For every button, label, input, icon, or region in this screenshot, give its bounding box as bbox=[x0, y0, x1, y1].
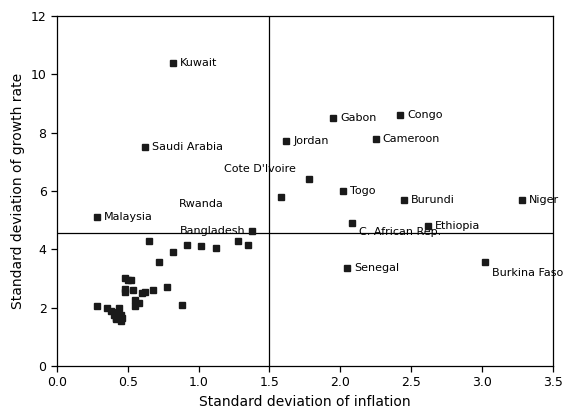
Text: Burundi: Burundi bbox=[411, 195, 455, 205]
Text: Niger: Niger bbox=[529, 195, 559, 205]
Text: Rwanda: Rwanda bbox=[179, 199, 224, 209]
Text: Bangladesh: Bangladesh bbox=[180, 226, 245, 236]
Text: Cote D'Ivoire: Cote D'Ivoire bbox=[224, 164, 296, 174]
Text: Senegal: Senegal bbox=[354, 263, 400, 273]
Text: Kuwait: Kuwait bbox=[180, 58, 218, 68]
Text: Congo: Congo bbox=[407, 110, 443, 120]
Text: Cameroon: Cameroon bbox=[383, 134, 440, 144]
X-axis label: Standard deviation of inflation: Standard deviation of inflation bbox=[199, 395, 411, 409]
Text: Burkina Faso: Burkina Faso bbox=[492, 268, 563, 278]
Text: Jordan: Jordan bbox=[293, 136, 329, 147]
Text: Saudi Arabia: Saudi Arabia bbox=[152, 142, 223, 152]
Text: Ethiopia: Ethiopia bbox=[435, 221, 481, 231]
Text: Malaysia: Malaysia bbox=[104, 212, 153, 222]
Text: C. African Rep.: C. African Rep. bbox=[359, 227, 441, 237]
Y-axis label: Standard deviation of growth rate: Standard deviation of growth rate bbox=[11, 73, 25, 309]
Text: Togo: Togo bbox=[350, 186, 376, 196]
Text: Gabon: Gabon bbox=[340, 113, 376, 123]
